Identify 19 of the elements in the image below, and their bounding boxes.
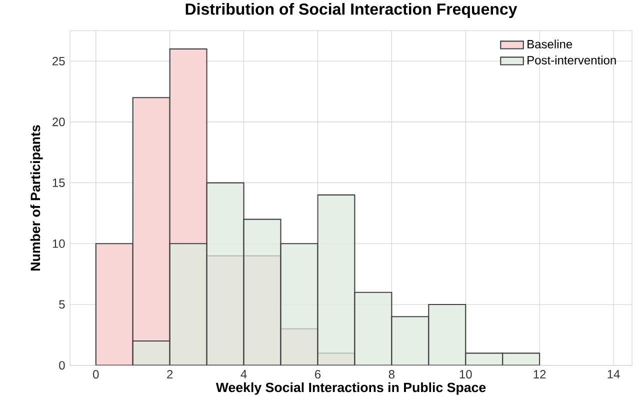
legend-label: Post-intervention [528,56,616,64]
x-tick-label: 0 [93,370,99,379]
legend-label: Baseline [528,40,572,48]
x-tick-label: 14 [608,370,620,378]
y-tick-label: 20 [52,118,65,126]
x-axis-title: Weekly Social Interactions in Public Space [216,382,486,395]
y-tick-label: 15 [52,178,65,187]
y-axis-title: Number of Participants [30,125,43,270]
y-tick-label: 10 [52,239,65,248]
chart-title: Distribution of Social Interaction Frequency [186,3,518,18]
x-tick-label: 2 [167,370,173,378]
y-tick-label: 0 [59,361,65,370]
x-tick-label: 8 [388,370,394,379]
x-tick-label: 12 [534,370,546,378]
x-tick-label: 10 [460,370,472,379]
x-tick-label: 6 [314,370,321,379]
x-tick-label: 4 [240,370,247,378]
y-tick-label: 25 [52,56,65,66]
y-tick-label: 5 [59,300,65,309]
